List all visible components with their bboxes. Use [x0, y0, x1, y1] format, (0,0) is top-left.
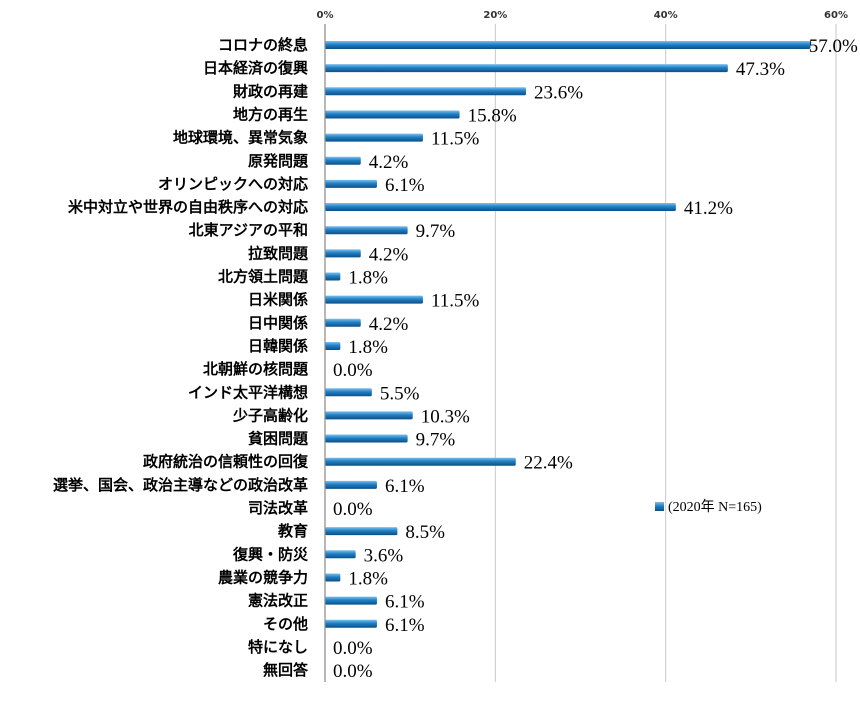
category-label: 貧困問題 — [248, 430, 309, 448]
value-label: 0.0% — [333, 360, 373, 381]
category-label: 北朝鮮の核問題 — [203, 360, 309, 378]
category-label: 地方の再生 — [233, 105, 308, 123]
bar — [325, 179, 377, 188]
category-label: 教育 — [277, 522, 308, 540]
bar — [325, 133, 423, 142]
x-tick-label: 0% — [317, 10, 334, 21]
category-label: 特になし — [248, 638, 308, 656]
bar — [325, 411, 413, 420]
category-label: 復興・防災 — [232, 545, 309, 563]
category-label: 司法改革 — [248, 499, 308, 517]
value-label: 4.2% — [369, 244, 409, 265]
bar — [325, 64, 728, 73]
value-label: 4.2% — [369, 314, 409, 335]
bar — [325, 457, 516, 466]
category-label: 無回答 — [263, 661, 309, 679]
category-label: 日中関係 — [248, 314, 308, 332]
x-tick-label: 20% — [483, 10, 507, 21]
bar — [325, 388, 372, 397]
category-label: コロナの終息 — [218, 36, 308, 54]
value-label: 6.1% — [385, 615, 425, 636]
grid-lines — [494, 24, 837, 682]
category-label: 憲法改正 — [247, 592, 308, 610]
bar — [325, 87, 526, 96]
category-label: 農業の競争力 — [218, 568, 308, 586]
legend: (2020年 N=165) — [655, 499, 762, 515]
value-label: 15.8% — [468, 105, 517, 126]
x-axis-ticks: 0% 20% 40% 60% — [317, 10, 848, 21]
value-label: 9.7% — [416, 430, 456, 451]
category-label: 日本経済の復興 — [203, 59, 308, 77]
value-label: 5.5% — [380, 383, 420, 404]
bar — [325, 41, 811, 49]
bar — [325, 573, 341, 582]
legend-label: (2020年 N=165) — [668, 499, 762, 515]
bar — [325, 249, 361, 258]
bar — [325, 318, 361, 327]
category-label: 地球環境、異常気象 — [173, 129, 308, 147]
category-label: 政府統治の信頼性の回復 — [143, 453, 309, 471]
category-label: 原発問題 — [248, 152, 309, 170]
value-label: 47.3% — [736, 59, 785, 80]
value-labels: 57.0%47.3%23.6%15.8%11.5%4.2%6.1%41.2%9.… — [333, 36, 858, 682]
category-label: 日韓関係 — [248, 337, 308, 355]
category-label: 日米関係 — [248, 291, 308, 309]
category-label: 財政の再建 — [232, 82, 309, 100]
category-label: 少子高齢化 — [232, 406, 308, 424]
value-label: 3.6% — [364, 545, 404, 566]
value-label: 11.5% — [431, 129, 480, 150]
category-label: 拉致問題 — [248, 244, 309, 262]
category-labels: コロナの終息日本経済の復興財政の再建地方の再生地球環境、異常気象原発問題オリンピ… — [53, 36, 309, 679]
value-label: 6.1% — [385, 592, 425, 613]
category-label: インド太平洋構想 — [188, 383, 308, 401]
bar — [325, 341, 341, 350]
category-label: 北方領土問題 — [218, 268, 309, 286]
bar — [325, 596, 377, 605]
bar — [325, 226, 408, 235]
value-label: 22.4% — [524, 453, 573, 474]
value-label: 1.8% — [348, 568, 388, 589]
bar — [325, 434, 408, 443]
value-label: 6.1% — [385, 476, 425, 497]
value-label: 9.7% — [416, 221, 456, 242]
value-label: 4.2% — [369, 152, 409, 173]
category-label: 選挙、国会、政治主導などの政治改革 — [53, 476, 308, 494]
value-label: 57.0% — [809, 36, 858, 57]
bar — [325, 203, 676, 212]
category-label: オリンピックへの対応 — [158, 175, 308, 193]
value-label: 0.0% — [333, 661, 373, 682]
category-label: 北東アジアの平和 — [189, 221, 308, 239]
bar — [325, 527, 398, 536]
value-label: 0.0% — [333, 638, 373, 659]
x-tick-label: 40% — [654, 10, 678, 21]
bar — [325, 619, 377, 628]
bar — [325, 272, 341, 281]
value-label: 23.6% — [534, 82, 583, 103]
bar — [325, 480, 377, 489]
value-label: 6.1% — [385, 175, 425, 196]
value-label: 10.3% — [421, 406, 470, 427]
bar — [325, 550, 356, 559]
bar — [325, 110, 460, 119]
value-label: 8.5% — [405, 522, 445, 543]
bars — [325, 41, 811, 628]
value-label: 1.8% — [348, 337, 388, 358]
value-label: 1.8% — [348, 268, 388, 289]
legend-swatch — [655, 502, 664, 511]
value-label: 11.5% — [431, 291, 480, 312]
value-label: 0.0% — [333, 499, 373, 520]
value-label: 41.2% — [684, 198, 733, 219]
bar — [325, 295, 423, 304]
category-label: 米中対立や世界の自由秩序への対応 — [68, 198, 308, 216]
category-label: その他 — [263, 615, 308, 633]
x-tick-label: 60% — [824, 10, 848, 21]
bar — [325, 156, 361, 165]
